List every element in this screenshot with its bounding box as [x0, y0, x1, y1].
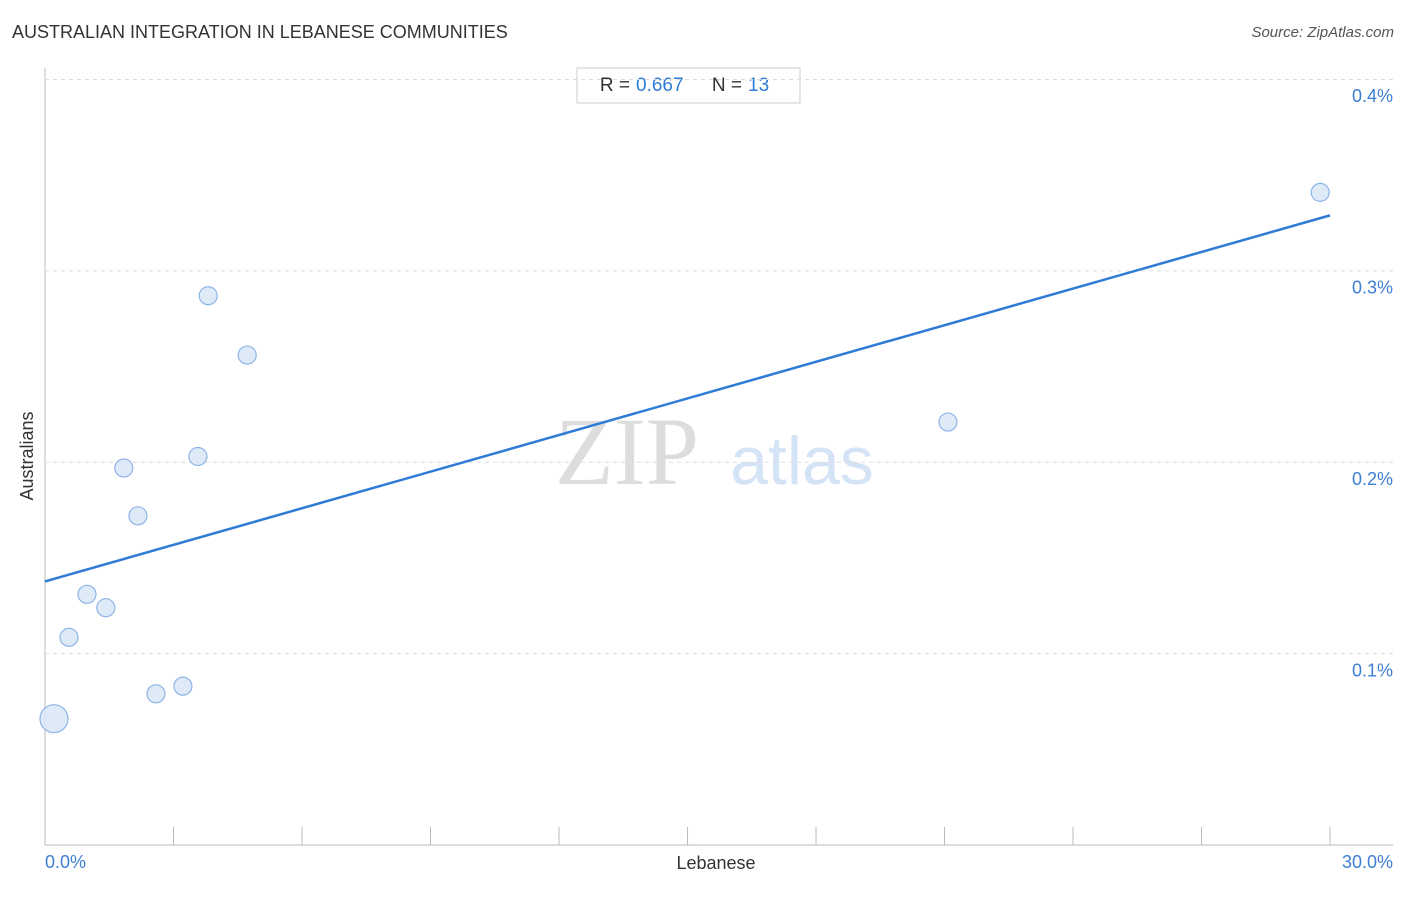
r-value: 0.667: [636, 75, 684, 96]
x-axis-label: Lebanese: [676, 853, 755, 873]
x-tick-label: 30.0%: [1342, 852, 1393, 872]
point: [188, 446, 208, 467]
stats-box: [576, 67, 801, 104]
point: [114, 458, 134, 478]
point: [146, 684, 166, 704]
point: [237, 345, 257, 365]
y-tick-label: 0.4%: [1352, 86, 1393, 106]
n-label: N =: [712, 75, 742, 96]
y-tick-label: 0.1%: [1352, 660, 1393, 680]
watermark: atlas: [730, 423, 874, 499]
point: [173, 676, 193, 696]
watermark: ZIP: [555, 398, 699, 505]
point: [96, 598, 116, 618]
point: [1310, 182, 1330, 202]
point: [59, 627, 79, 647]
trend-line: [44, 214, 1331, 583]
point: [77, 584, 97, 604]
chart-title: AUSTRALIAN INTEGRATION IN LEBANESE COMMU…: [12, 22, 508, 42]
y-tick-label: 0.3%: [1352, 278, 1393, 298]
point: [39, 704, 69, 734]
r-label: R =: [600, 75, 630, 96]
x-tick-label: 0.0%: [45, 852, 86, 872]
source: Source: ZipAtlas.com: [1251, 24, 1394, 41]
y-tick-label: 0.2%: [1352, 469, 1393, 489]
point: [938, 412, 958, 432]
point: [198, 286, 218, 306]
n-value: 13: [748, 75, 769, 96]
y-axis-label: Australians: [17, 411, 37, 500]
point: [128, 506, 148, 526]
